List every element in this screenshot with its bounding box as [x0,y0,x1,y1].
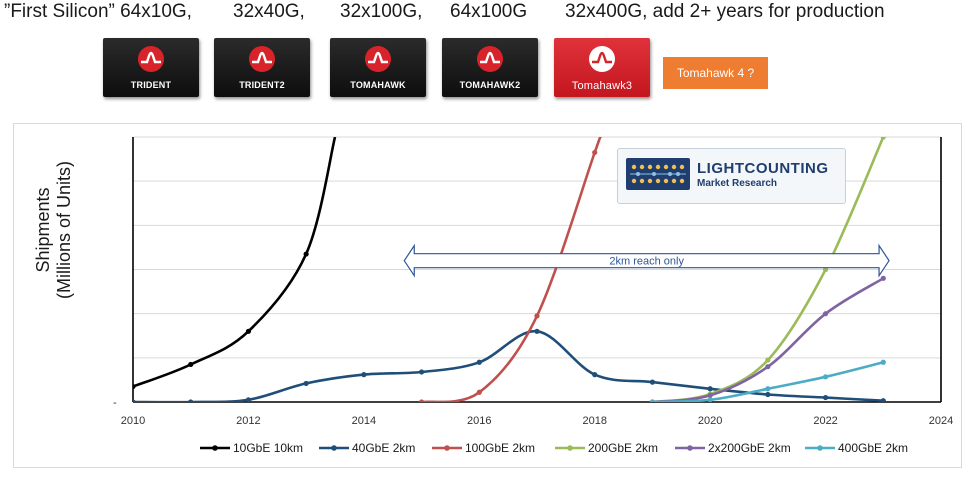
axes: - [113,137,942,409]
data-point-100gbe-2km [592,149,598,156]
legend-marker-100gbe-2km [444,445,450,451]
legend-marker-10gbe-10km [212,445,218,451]
legend-marker-40gbe-2km [331,445,337,451]
logo-label: TOMAHAWK2 [459,80,521,90]
legend-label-400gbe-2km: 400GbE 2km [838,441,908,455]
header-item-32x100g: 32x100G, [340,1,423,22]
data-point-40gbe-2km [361,372,367,378]
logo-label: TRIDENT2 [239,80,285,90]
data-point-40gbe-2km [649,379,656,385]
data-point-40gbe-2km [765,391,771,398]
broadcom-pulse-icon [589,46,615,72]
data-point-40gbe-2km [476,359,482,365]
legend-label-200gbe-2km: 200GbE 2km [588,441,658,455]
x-tick-label: 2012 [236,415,260,427]
x-tick-label: 2024 [929,415,953,427]
data-point-40gbe-2km [534,328,540,334]
data-point-40gbe-2km [245,397,252,402]
data-point-400gbe-2km [707,397,713,402]
logo-trident2: TRIDENT2 [214,38,310,97]
data-point-2x200gbe-2km [822,311,829,317]
lightcounting-logo: LIGHTCOUNTING Market Research [617,148,846,204]
broadcom-pulse-icon [249,46,275,72]
y-axis-label-line2: (Millions of Units) [54,160,74,300]
x-tick-label: 2016 [467,415,491,427]
data-point-100gbe-2km [534,313,540,319]
header-item-64x100g: 64x100G [450,1,528,22]
data-point-200gbe-2km [880,137,886,140]
double-arrow-shape [403,243,890,278]
series-line-40gbe-2km [133,329,884,402]
x-tick-label: 2010 [121,415,145,427]
broadcom-pulse-icon [477,46,503,72]
data-point-40gbe-2km [822,394,829,401]
data-point-40gbe-2km [707,386,713,392]
series-line-2x200gbe-2km [652,277,884,402]
series-group [133,137,886,402]
data-point-2x200gbe-2km [765,364,771,370]
legend-label-2x200gbe-2km: 2x200GbE 2km [708,441,791,455]
series-line-10gbe-10km [133,137,337,388]
legend-marker-2x200gbe-2km [687,445,693,451]
logo-label: TRIDENT [130,80,172,90]
data-point-2x200gbe-2km [707,392,713,398]
data-point-400gbe-2km [765,386,771,392]
data-point-40gbe-2km [133,399,136,402]
data-point-200gbe-2km [765,357,771,363]
legend-marker-200gbe-2km [567,445,573,451]
lightcounting-title: LIGHTCOUNTING [697,160,829,177]
x-tick-label: 2014 [352,415,376,427]
header-item-32x400g: 32x400G, add 2+ years for production [565,1,885,22]
x-tick-label: 2020 [698,415,722,427]
tomahawk4-badge: Tomahawk 4 ? [663,57,768,89]
data-point-100gbe-2km [476,389,482,395]
logo-label: TOMAHAWK [350,80,406,90]
data-point-10gbe-10km [303,251,309,257]
data-point-400gbe-2km [880,359,886,365]
data-point-10gbe-10km [133,383,136,390]
lightcounting-subtitle: Market Research [697,178,778,189]
annotation-group: 2km reach only [403,243,890,278]
data-point-40gbe-2km [188,399,194,402]
header-item-first-silicon: ”First Silicon” 64x10G, [4,1,192,22]
data-point-2x200gbe-2km [880,275,886,281]
x-tick-label: 2022 [813,415,837,427]
data-point-40gbe-2km [880,398,886,402]
broadcom-pulse-icon [365,46,391,72]
data-point-40gbe-2km [418,369,425,375]
y-axis-label-line1: Shipments [33,187,53,273]
logo-tomahawk2: TOMAHAWK2 [442,38,538,97]
legend-label-40gbe-2km: 40GbE 2km [352,441,415,455]
legend-label-10gbe-10km: 10GbE 10km [233,441,303,455]
logo-label: Tomahawk3 [571,80,633,92]
header-item-32x40g: 32x40G, [233,1,305,22]
data-point-400gbe-2km [822,374,829,380]
x-tick-labels: 2010 2012 2014 2016 2018 2020 2022 2024 [121,415,953,427]
x-tick-label: 2018 [582,415,606,427]
data-point-40gbe-2km [303,380,309,387]
data-point-10gbe-10km [245,328,252,334]
data-point-40gbe-2km [592,372,598,378]
logo-tomahawk: TOMAHAWK [330,38,426,97]
logo-trident: TRIDENT [103,38,199,97]
legend-marker-400gbe-2km [817,445,823,451]
series-line-100gbe-2km [421,137,602,402]
annotation-label: 2km reach only [609,256,684,268]
legend: 10GbE 10km 40GbE 2km 100GbE 2km 200GbE 2km 2… [200,441,908,455]
data-point-400gbe-2km [649,399,656,402]
data-point-100gbe-2km [418,399,425,402]
y-tick-label: - [113,397,117,409]
data-point-10gbe-10km [188,361,194,368]
lightcounting-mark-icon [626,158,690,190]
header-text: ”First Silicon” 64x10G, 32x40G, 32x100G,… [0,0,974,30]
legend-label-100gbe-2km: 100GbE 2km [465,441,535,455]
logo-tomahawk3: Tomahawk3 [554,38,650,97]
broadcom-pulse-icon [138,46,164,72]
